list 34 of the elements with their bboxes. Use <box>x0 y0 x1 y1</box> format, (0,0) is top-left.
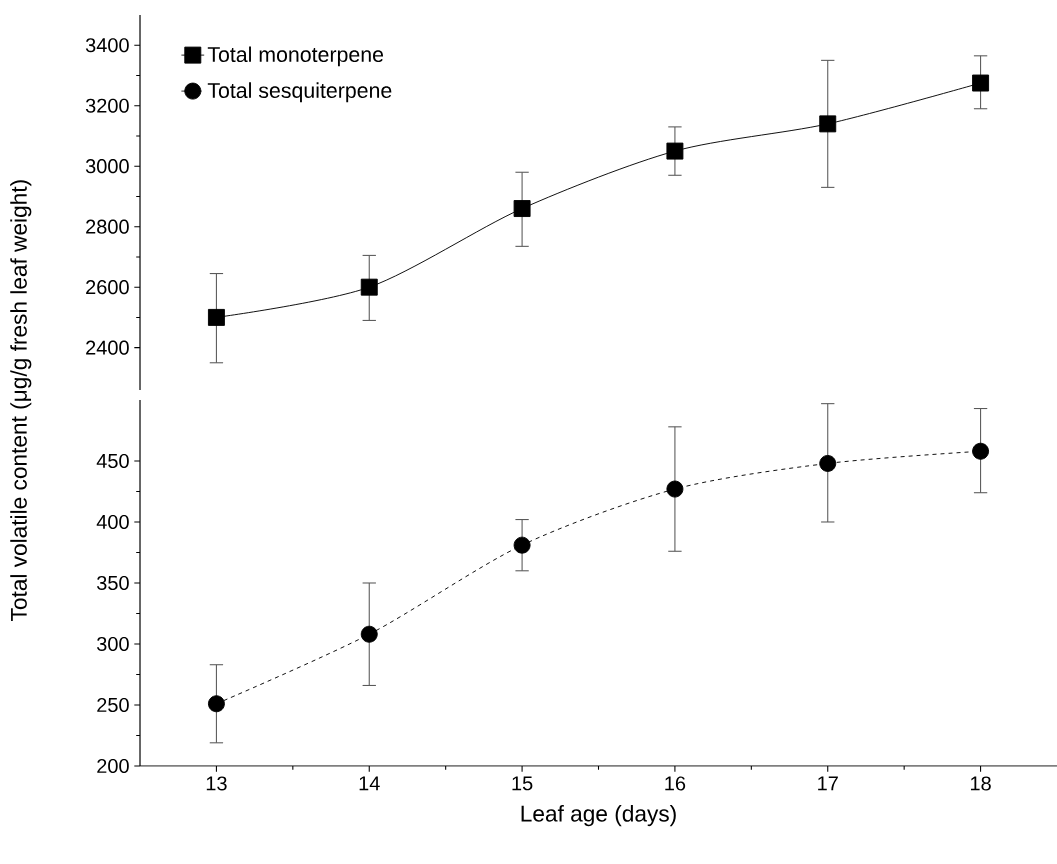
y-tick-label: 350 <box>96 575 129 591</box>
x-tick-label: 15 <box>512 776 533 791</box>
y-tick-label: 3400 <box>85 38 129 53</box>
y-tick-label: 300 <box>96 636 129 652</box>
point <box>360 278 378 296</box>
y-tick-label: 2400 <box>86 340 129 355</box>
y-tick-label: 250 <box>97 697 129 713</box>
point <box>513 200 531 218</box>
legend-label: Total monoterpene <box>207 46 384 67</box>
point <box>819 115 837 133</box>
y-axis-title: Total volatile content (μg/g fresh leaf weight) <box>10 180 32 621</box>
point <box>360 625 378 643</box>
x-tick-label: 18 <box>970 776 991 791</box>
point <box>666 142 684 160</box>
y-tick-label: 2800 <box>86 219 129 234</box>
y-tick-label: 2600 <box>86 280 129 295</box>
y-tick-label: 400 <box>96 514 129 530</box>
point <box>207 308 225 326</box>
y-tick-label: 3200 <box>85 98 129 113</box>
point <box>819 454 837 472</box>
x-axis-title: Leaf age (days) <box>521 805 676 827</box>
legend-label: Total sesquiterpene <box>207 82 392 103</box>
point <box>207 695 225 713</box>
x-tick-label: 16 <box>665 776 686 791</box>
y-tick-label: 450 <box>96 453 129 469</box>
point <box>972 74 990 92</box>
point <box>513 536 531 554</box>
x-tick-label: 17 <box>818 776 838 791</box>
x-tick-label: 14 <box>359 776 380 791</box>
y-tick-label: 200 <box>97 758 129 774</box>
x-tick-label: 13 <box>206 776 227 791</box>
y-tick-label: 3000 <box>85 159 129 174</box>
point <box>972 442 990 460</box>
point <box>666 480 684 498</box>
